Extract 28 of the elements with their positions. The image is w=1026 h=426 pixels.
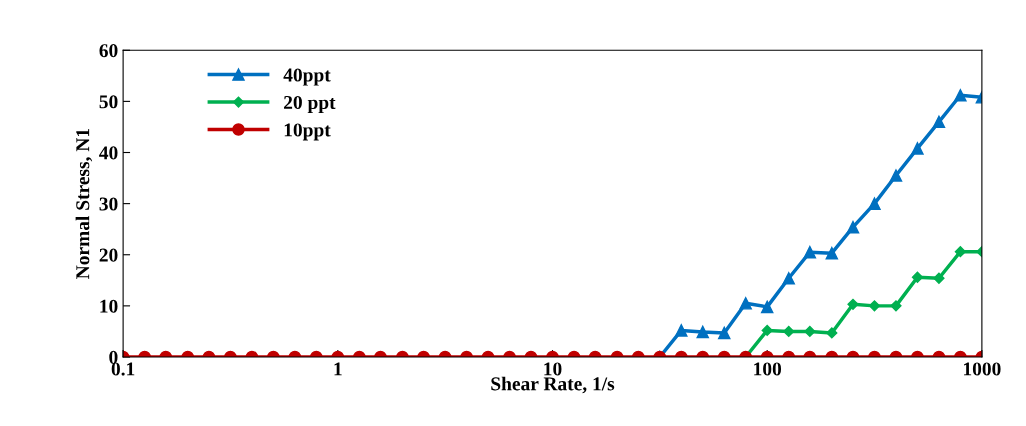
- legend-label: 40ppt: [283, 68, 331, 86]
- point: [911, 142, 924, 155]
- x-tick-label: 10: [544, 362, 562, 376]
- x-tick-label: 1: [334, 362, 342, 376]
- x-tick-label: 0.1: [111, 362, 135, 376]
- x-tick-label: 1000: [964, 362, 1001, 376]
- point: [889, 169, 903, 182]
- point: [803, 245, 817, 259]
- point: [825, 246, 839, 260]
- y-tick-label: 50: [99, 95, 118, 109]
- y-tick-label: 40: [99, 146, 118, 160]
- y-tick-label: 30: [99, 197, 118, 211]
- legend-label: 20 ppt: [284, 95, 336, 113]
- y-axis-title: Normal Stress, N1: [75, 128, 93, 279]
- point: [847, 298, 859, 310]
- point: [932, 115, 946, 129]
- point: [933, 272, 945, 284]
- x-tick-label: 100: [754, 362, 782, 376]
- y-tick-label: 60: [99, 44, 118, 58]
- point: [846, 220, 860, 234]
- y-tick-label: 20: [99, 248, 118, 262]
- point: [868, 197, 881, 210]
- y-tick-label: 0: [109, 350, 118, 364]
- point: [954, 246, 966, 258]
- legend-label: 10ppt: [284, 123, 331, 141]
- x-axis-title: Shear Rate, 1/s: [491, 376, 615, 394]
- point: [782, 272, 795, 285]
- y-tick-label: 10: [100, 299, 118, 313]
